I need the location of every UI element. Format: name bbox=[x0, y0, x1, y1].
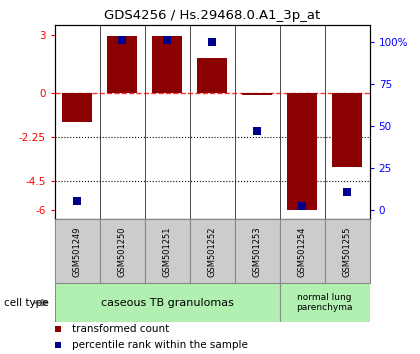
Point bbox=[209, 39, 215, 44]
Bar bbox=[197, 58, 227, 93]
Title: GDS4256 / Hs.29468.0.A1_3p_at: GDS4256 / Hs.29468.0.A1_3p_at bbox=[104, 9, 320, 22]
Bar bbox=[55, 283, 280, 322]
Text: cell type: cell type bbox=[4, 298, 49, 308]
Point bbox=[119, 37, 126, 42]
Text: GSM501251: GSM501251 bbox=[163, 226, 172, 276]
Point bbox=[299, 204, 305, 209]
Bar bbox=[189, 219, 235, 283]
Bar bbox=[63, 93, 92, 122]
Bar bbox=[144, 219, 189, 283]
Bar bbox=[325, 219, 370, 283]
Bar bbox=[152, 36, 182, 93]
Point bbox=[74, 198, 81, 204]
Bar bbox=[108, 36, 137, 93]
Text: percentile rank within the sample: percentile rank within the sample bbox=[73, 340, 248, 350]
Bar bbox=[242, 93, 272, 95]
Bar bbox=[55, 219, 100, 283]
Text: GSM501249: GSM501249 bbox=[73, 226, 81, 276]
Point bbox=[344, 189, 350, 195]
Text: transformed count: transformed count bbox=[73, 324, 170, 334]
Point bbox=[164, 37, 171, 42]
Point bbox=[55, 342, 62, 348]
Bar bbox=[333, 93, 362, 167]
Text: GSM501255: GSM501255 bbox=[343, 226, 352, 276]
Bar bbox=[280, 219, 325, 283]
Text: caseous TB granulomas: caseous TB granulomas bbox=[101, 298, 234, 308]
Bar bbox=[235, 219, 280, 283]
Bar bbox=[100, 219, 144, 283]
Bar bbox=[280, 283, 370, 322]
Text: GSM501250: GSM501250 bbox=[118, 226, 126, 276]
Bar bbox=[287, 93, 317, 210]
Text: GSM501254: GSM501254 bbox=[298, 226, 307, 276]
Text: GSM501252: GSM501252 bbox=[207, 226, 217, 276]
Text: GSM501253: GSM501253 bbox=[252, 226, 262, 277]
Point bbox=[254, 128, 260, 134]
Text: normal lung
parenchyma: normal lung parenchyma bbox=[297, 293, 353, 312]
Point bbox=[55, 326, 62, 332]
